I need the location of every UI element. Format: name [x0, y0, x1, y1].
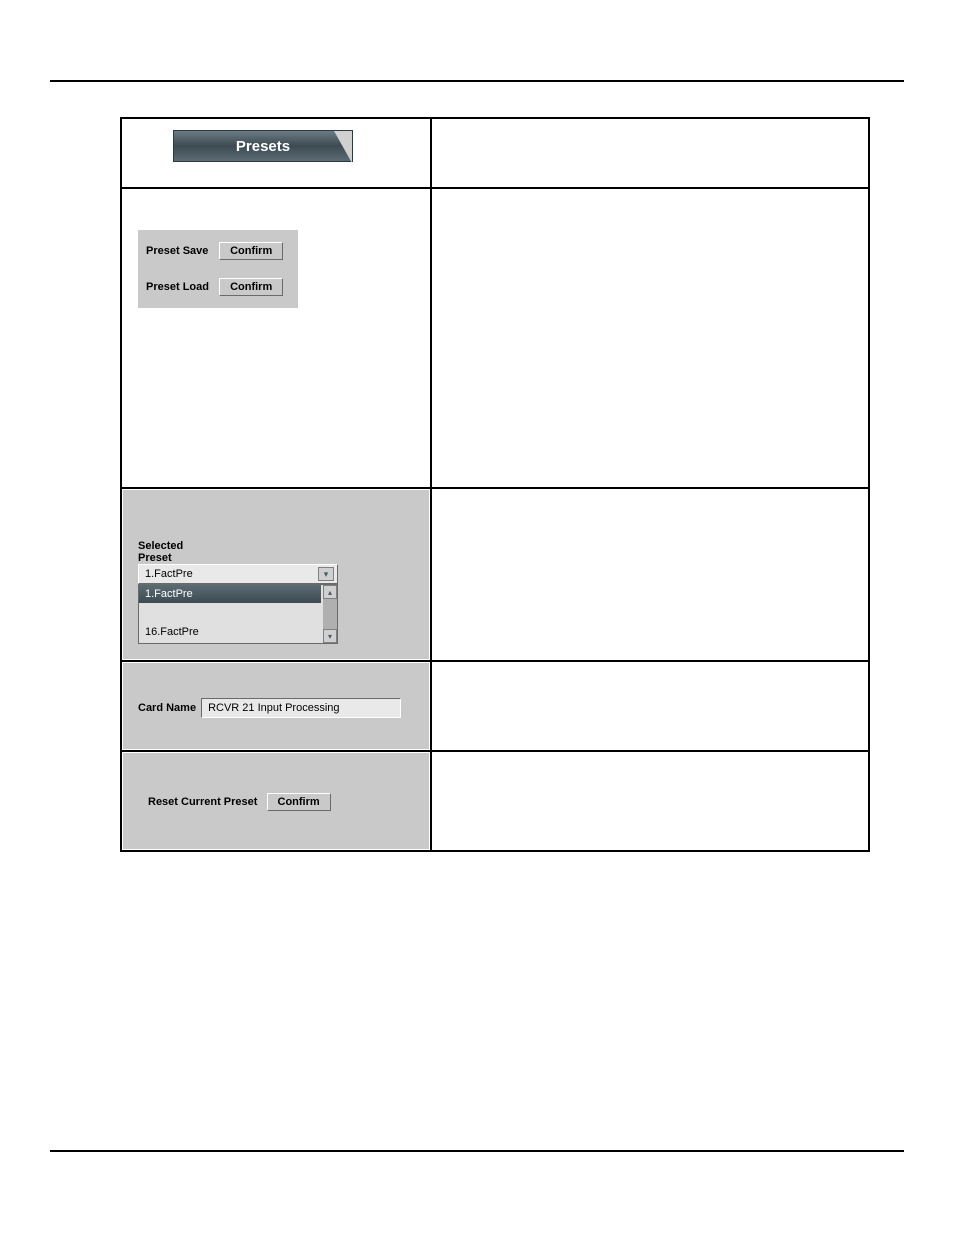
cell-saveload-right [431, 188, 869, 488]
presets-tab[interactable]: Presets [173, 130, 353, 162]
preset-option-1[interactable]: 1.FactPre [139, 585, 321, 603]
preset-list-scrollbar[interactable]: ▴ ▾ [323, 585, 337, 643]
card-name-value: RCVR 21 Input Processing [208, 702, 339, 714]
preset-load-row: Preset Load Confirm [146, 278, 290, 296]
card-name-input[interactable]: RCVR 21 Input Processing [201, 698, 401, 718]
scroll-down-icon[interactable]: ▾ [323, 629, 337, 643]
cell-cardname-right [431, 661, 869, 751]
cell-selected-right [431, 488, 869, 661]
preset-option-16[interactable]: 16.FactPre [139, 623, 205, 641]
preset-save-label: Preset Save [146, 245, 216, 257]
selected-preset-select[interactable]: 1.FactPre ▾ [138, 564, 338, 584]
reset-confirm-button[interactable]: Confirm [267, 793, 331, 811]
header-rule [50, 80, 904, 82]
preset-save-confirm-button[interactable]: Confirm [219, 242, 283, 260]
cell-tab-left: Presets [121, 118, 431, 188]
preset-load-confirm-button[interactable]: Confirm [219, 278, 283, 296]
chevron-down-icon[interactable]: ▾ [318, 567, 334, 581]
reset-current-preset-label: Reset Current Preset [148, 796, 257, 808]
selected-preset-dropdown[interactable]: 1.FactPre ▾ 1.FactPre 16.FactPre ▴ ▾ [138, 564, 338, 644]
cell-tab-right [431, 118, 869, 188]
scroll-track[interactable] [323, 599, 337, 629]
presets-table: Presets Preset Save Confirm Preset Load … [120, 117, 870, 852]
presets-tab-label: Presets [236, 138, 290, 155]
selected-preset-value: 1.FactPre [145, 568, 193, 580]
cell-reset-left: Reset Current Preset Confirm [121, 751, 431, 851]
scroll-up-icon[interactable]: ▴ [323, 585, 337, 599]
cell-selected-left: Selected Preset 1.FactPre ▾ 1.FactPre 16… [121, 488, 431, 661]
cell-cardname-left: Card Name RCVR 21 Input Processing [121, 661, 431, 751]
card-name-label: Card Name [138, 702, 198, 714]
selected-preset-label: Selected Preset [138, 540, 218, 564]
preset-save-row: Preset Save Confirm [146, 242, 290, 260]
selected-preset-list: 1.FactPre 16.FactPre ▴ ▾ [138, 584, 338, 644]
preset-load-label: Preset Load [146, 281, 216, 293]
footer-rule [50, 1150, 904, 1152]
cell-saveload-left: Preset Save Confirm Preset Load Confirm [121, 188, 431, 488]
cell-reset-right [431, 751, 869, 851]
